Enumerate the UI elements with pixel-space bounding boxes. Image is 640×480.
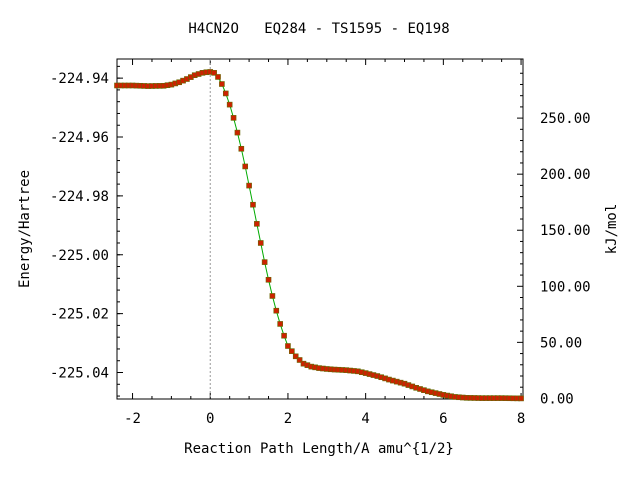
x-tick-label: 0 bbox=[206, 411, 214, 427]
y2-tick-label: 200.00 bbox=[540, 167, 591, 183]
data-point bbox=[219, 81, 225, 87]
y2-tick-label: 250.00 bbox=[540, 111, 591, 127]
data-point bbox=[215, 74, 221, 80]
data-point bbox=[285, 343, 291, 349]
plot-area: -2 0 2 4 6 8 -224.94 -224.96 -224.98 -225.00 -225.… bbox=[50, 58, 591, 427]
y-tick-label: -225.02 bbox=[50, 307, 109, 323]
data-point bbox=[265, 276, 272, 283]
y-tick-label: -225.00 bbox=[50, 248, 109, 264]
y2-tick-label: 150.00 bbox=[540, 223, 591, 239]
chart-title: H4CN2O EQ284 - TS1595 - EQ198 bbox=[188, 21, 449, 37]
plot-frame bbox=[116, 58, 524, 400]
x-axis-label: Reaction Path Length/A amu^{1/2} bbox=[184, 441, 454, 457]
data-point bbox=[281, 332, 287, 339]
x-tick-label: -2 bbox=[124, 411, 141, 427]
data-point bbox=[226, 101, 233, 108]
x-tick-label: 6 bbox=[439, 411, 447, 427]
y2-tick-label: 0.00 bbox=[540, 391, 574, 407]
x-tick-label: 8 bbox=[517, 411, 525, 427]
y-tick-label: -224.96 bbox=[50, 130, 109, 146]
data-point bbox=[254, 221, 260, 227]
y-tick-label: -225.04 bbox=[50, 366, 109, 382]
data-point bbox=[277, 321, 283, 327]
y2-axis-label: kJ/mol bbox=[604, 204, 620, 255]
data-point bbox=[257, 240, 264, 246]
data-point bbox=[230, 115, 237, 121]
x-tick-label: 2 bbox=[284, 411, 292, 427]
data-point bbox=[296, 357, 303, 363]
y-tick-label: -224.98 bbox=[50, 189, 109, 205]
x-tick-label: 4 bbox=[361, 411, 369, 427]
data-point bbox=[269, 293, 276, 299]
y2-tick-label: 100.00 bbox=[540, 279, 591, 295]
data-point bbox=[250, 201, 256, 208]
data-point bbox=[246, 182, 252, 189]
data-point bbox=[292, 353, 299, 360]
y-tick-label: -224.94 bbox=[50, 71, 109, 87]
data-point bbox=[234, 129, 241, 136]
data-point bbox=[242, 163, 249, 170]
data-point bbox=[273, 307, 280, 314]
series-line bbox=[117, 71, 522, 399]
data-point bbox=[518, 395, 524, 402]
data-point bbox=[238, 145, 245, 152]
y2-tick-label: 50.00 bbox=[540, 335, 582, 351]
data-point bbox=[222, 90, 229, 97]
data-point bbox=[289, 348, 295, 354]
data-point bbox=[211, 70, 217, 76]
y-axis-label: Energy/Hartree bbox=[17, 170, 33, 288]
data-point bbox=[261, 259, 268, 265]
